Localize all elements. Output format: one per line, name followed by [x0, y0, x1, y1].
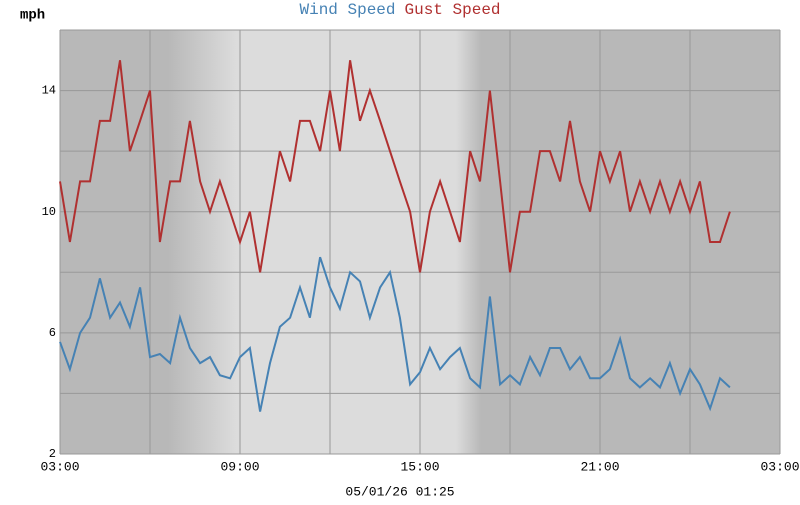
- x-tick-label: 03:00: [40, 459, 79, 474]
- legend: Wind Speed Gust Speed: [299, 1, 500, 19]
- y-tick-label: 2: [49, 447, 56, 461]
- series-line: [59, 60, 731, 273]
- x-tick-label: 21:00: [580, 459, 619, 474]
- x-tick-label: 03:00: [760, 459, 799, 474]
- footer: 05/01/26 01:25: [345, 484, 454, 499]
- y-tick-label: 6: [49, 326, 56, 340]
- x-tick-label: 15:00: [400, 459, 439, 474]
- legend-entry: Wind Speed: [299, 1, 395, 19]
- x-tick-label: 09:00: [220, 459, 259, 474]
- y-tick-label: 10: [42, 205, 56, 219]
- y-axis-label: mph: [20, 8, 45, 24]
- y-tick-label: 14: [42, 84, 56, 98]
- legend-entry: Gust Speed: [405, 1, 501, 19]
- series-line: [59, 256, 731, 412]
